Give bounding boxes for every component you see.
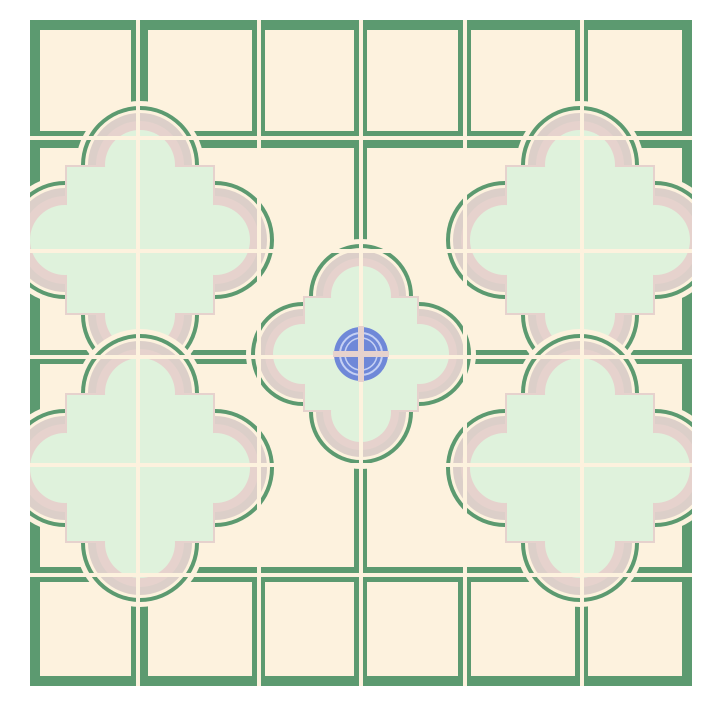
- grid-line: [463, 20, 467, 686]
- grid-line: [136, 20, 140, 686]
- grid-line: [30, 249, 692, 253]
- grid-line: [30, 136, 692, 140]
- grid-line: [30, 463, 692, 467]
- grid-line: [257, 20, 261, 686]
- tile-cell: [265, 30, 354, 131]
- tile-cell: [367, 582, 458, 676]
- tile-cell: [265, 582, 354, 676]
- grid-line: [580, 20, 584, 686]
- grid-line: [30, 573, 692, 577]
- tile-cell: [367, 30, 458, 131]
- blue-roundel-icon: [333, 326, 389, 382]
